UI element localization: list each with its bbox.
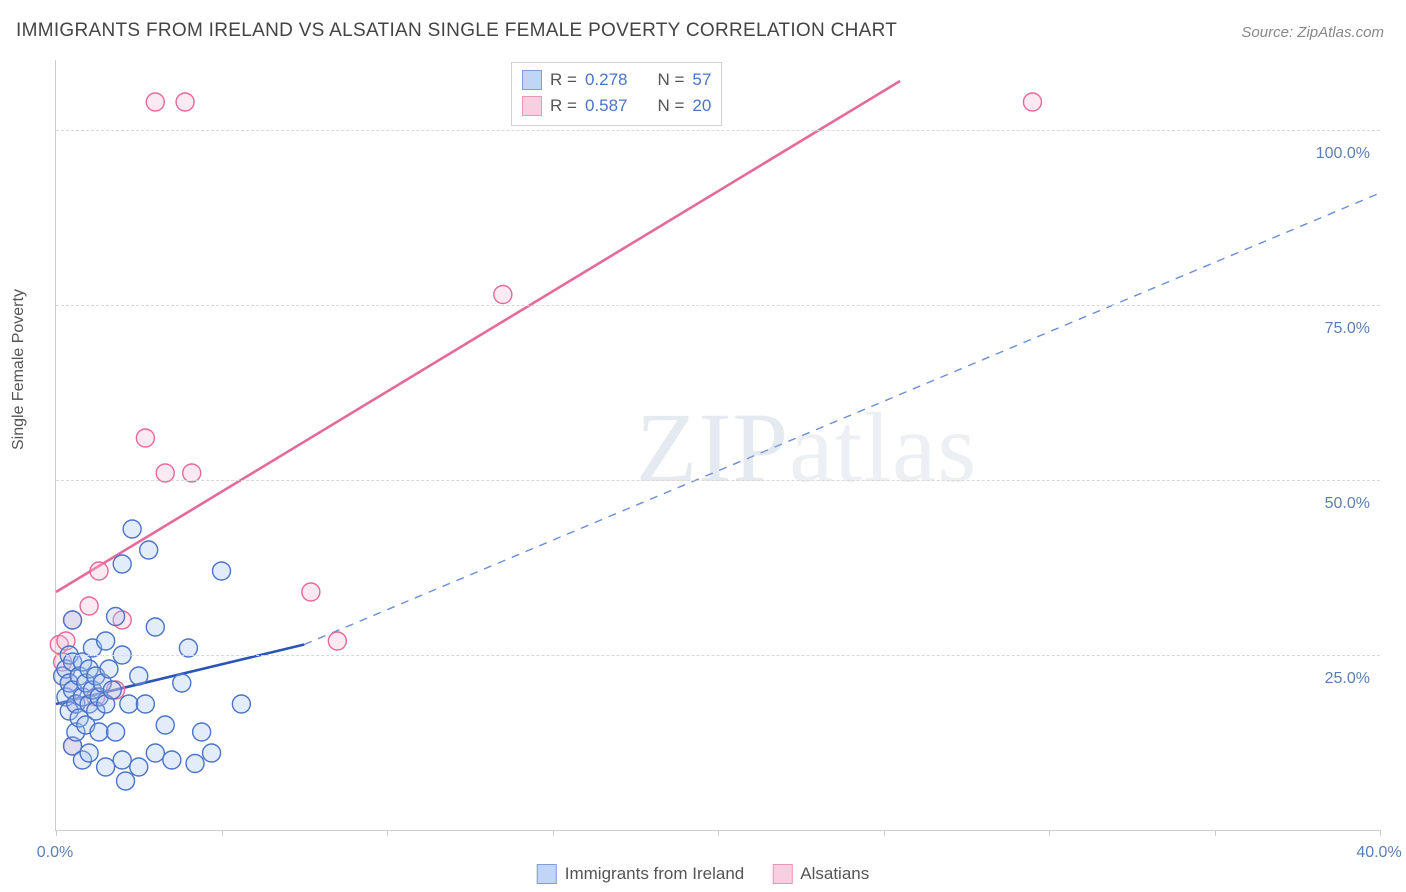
- scatter-point: [146, 618, 164, 636]
- scatter-point: [80, 744, 98, 762]
- y-tick-label: 50.0%: [1325, 495, 1370, 513]
- scatter-point: [302, 583, 320, 601]
- scatter-point: [173, 674, 191, 692]
- legend-r-value: 0.587: [585, 96, 628, 116]
- legend-series-label: Immigrants from Ireland: [565, 864, 745, 884]
- scatter-point: [113, 555, 131, 573]
- legend-n-value: 20: [692, 96, 711, 116]
- scatter-point: [193, 723, 211, 741]
- scatter-point: [120, 695, 138, 713]
- chart-title: IMMIGRANTS FROM IRELAND VS ALSATIAN SING…: [16, 20, 897, 42]
- scatter-point: [203, 744, 221, 762]
- scatter-point: [107, 723, 125, 741]
- scatter-point: [130, 667, 148, 685]
- source-label: Source: ZipAtlas.com: [1241, 24, 1384, 41]
- trend-solid: [56, 81, 900, 592]
- plot-svg: [56, 60, 1380, 830]
- legend-series: Immigrants from Ireland Alsatians: [537, 864, 869, 884]
- scatter-point: [146, 744, 164, 762]
- scatter-point: [146, 93, 164, 111]
- legend-stat-row: R = 0.278 N = 57: [522, 67, 711, 93]
- scatter-point: [97, 758, 115, 776]
- scatter-point: [494, 286, 512, 304]
- y-axis-label: Single Female Poverty: [10, 289, 28, 450]
- legend-stat-row: R = 0.587 N = 20: [522, 93, 711, 119]
- scatter-point: [90, 562, 108, 580]
- source-prefix: Source:: [1241, 24, 1297, 41]
- scatter-point: [103, 681, 121, 699]
- scatter-point: [186, 755, 204, 773]
- legend-swatch: [537, 864, 557, 884]
- legend-n-label: N =: [657, 70, 684, 90]
- gridline-h: [56, 305, 1380, 306]
- plot-area: ZIPatlas R = 0.278N = 57R = 0.587N = 20 …: [55, 60, 1380, 831]
- scatter-point: [328, 632, 346, 650]
- scatter-point: [113, 751, 131, 769]
- scatter-point: [232, 695, 250, 713]
- x-tick: [884, 830, 885, 836]
- scatter-point: [130, 758, 148, 776]
- scatter-point: [136, 695, 154, 713]
- scatter-point: [136, 429, 154, 447]
- legend-r-label: R =: [550, 70, 577, 90]
- legend-series-item: Alsatians: [772, 864, 869, 884]
- x-tick: [1215, 830, 1216, 836]
- scatter-point: [100, 660, 118, 678]
- scatter-point: [1023, 93, 1041, 111]
- scatter-point: [97, 632, 115, 650]
- source-name: ZipAtlas.com: [1297, 24, 1384, 41]
- x-tick: [1380, 830, 1381, 836]
- x-tick: [387, 830, 388, 836]
- chart-container: IMMIGRANTS FROM IRELAND VS ALSATIAN SING…: [0, 0, 1406, 892]
- x-tick-label: 40.0%: [1356, 844, 1401, 862]
- scatter-point: [107, 608, 125, 626]
- scatter-point: [80, 597, 98, 615]
- legend-stats: R = 0.278 N = 57 R = 0.587 N = 20: [511, 62, 722, 126]
- x-tick: [553, 830, 554, 836]
- legend-r-value: 0.278: [585, 70, 628, 90]
- scatter-point: [123, 520, 141, 538]
- x-tick: [1049, 830, 1050, 836]
- scatter-point: [176, 93, 194, 111]
- legend-swatch: [522, 70, 542, 90]
- x-tick: [56, 830, 57, 836]
- legend-series-item: Immigrants from Ireland: [537, 864, 745, 884]
- scatter-point: [163, 751, 181, 769]
- legend-n-label: N =: [657, 96, 684, 116]
- x-tick: [222, 830, 223, 836]
- legend-swatch: [522, 96, 542, 116]
- y-tick-label: 25.0%: [1325, 670, 1370, 688]
- legend-n-value: 57: [692, 70, 711, 90]
- scatter-point: [90, 723, 108, 741]
- scatter-point: [156, 716, 174, 734]
- trend-dashed: [304, 193, 1380, 645]
- gridline-h: [56, 655, 1380, 656]
- gridline-h: [56, 480, 1380, 481]
- y-tick-label: 75.0%: [1325, 320, 1370, 338]
- legend-series-label: Alsatians: [800, 864, 869, 884]
- legend-swatch: [772, 864, 792, 884]
- scatter-point: [140, 541, 158, 559]
- legend-r-label: R =: [550, 96, 577, 116]
- scatter-point: [64, 611, 82, 629]
- x-tick: [718, 830, 719, 836]
- y-tick-label: 100.0%: [1316, 145, 1370, 163]
- scatter-point: [213, 562, 231, 580]
- x-tick-label: 0.0%: [37, 844, 73, 862]
- gridline-h: [56, 130, 1380, 131]
- scatter-point: [117, 772, 135, 790]
